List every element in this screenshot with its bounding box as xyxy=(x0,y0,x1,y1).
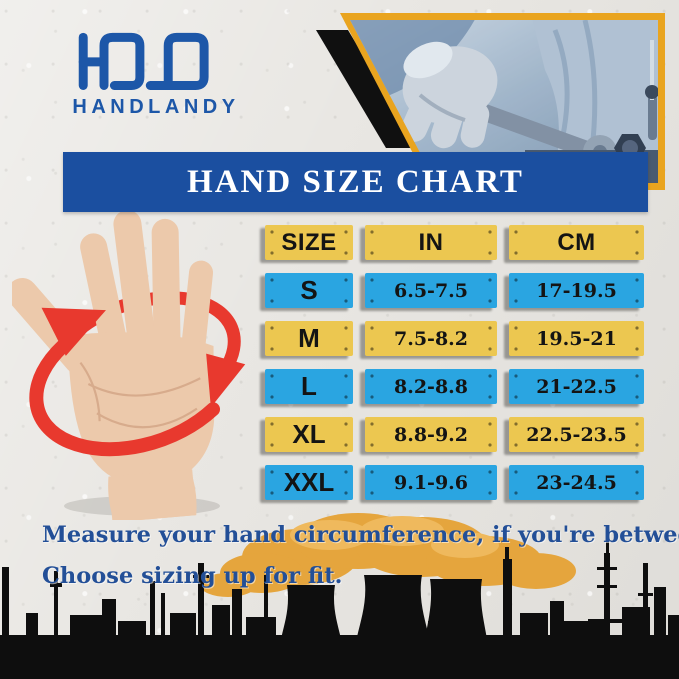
cell-cm-m: 19.5-21 xyxy=(509,321,644,356)
cell-in-xxl: 9.1-9.6 xyxy=(365,465,497,500)
cell-size-xl: XL xyxy=(265,417,353,452)
cell-cm-l: 21-22.5 xyxy=(509,369,644,404)
footer-instruction-line1: Measure your hand circumference, if you'… xyxy=(42,522,679,548)
black-accent-strip xyxy=(316,30,418,148)
col-header-in: IN xyxy=(365,225,497,260)
size-table: SIZE IN CM S 6.5-7.5 17-19.5 M 7.5-8.2 1… xyxy=(265,225,644,500)
factory-skyline-icon xyxy=(0,513,679,679)
col-header-cm: CM xyxy=(509,225,644,260)
brand-name: HANDLANDY xyxy=(72,96,240,118)
cell-in-m: 7.5-8.2 xyxy=(365,321,497,356)
smoke-plumes xyxy=(200,513,576,597)
cell-cm-xl: 22.5-23.5 xyxy=(509,417,644,452)
title-banner: HAND SIZE CHART xyxy=(63,152,648,212)
cell-in-xl: 8.8-9.2 xyxy=(365,417,497,452)
cell-cm-xxl: 23-24.5 xyxy=(509,465,644,500)
page-title: HAND SIZE CHART xyxy=(187,163,524,200)
cell-cm-s: 17-19.5 xyxy=(509,273,644,308)
cell-in-l: 8.2-8.8 xyxy=(365,369,497,404)
cell-in-s: 6.5-7.5 xyxy=(365,273,497,308)
col-header-size: SIZE xyxy=(265,225,353,260)
cell-size-m: M xyxy=(265,321,353,356)
hand-measure-icon xyxy=(12,210,246,520)
handlandy-logo-icon xyxy=(78,32,209,90)
cell-size-l: L xyxy=(265,369,353,404)
glove-icon xyxy=(401,41,498,149)
cell-size-s: S xyxy=(265,273,353,308)
footer-instruction-line2: Choose sizing up for fit. xyxy=(42,563,343,589)
cell-size-xxl: XXL xyxy=(265,465,353,500)
